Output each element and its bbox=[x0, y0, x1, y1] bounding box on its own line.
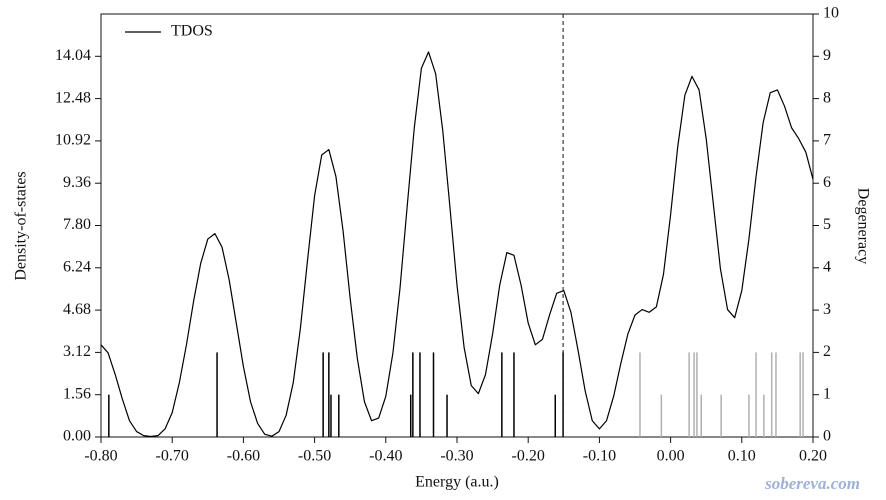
x-tick-label: 0.00 bbox=[657, 448, 685, 465]
plot-frame bbox=[100, 13, 814, 438]
tdos-curve bbox=[100, 51, 814, 438]
y-tick-label: 0.00 bbox=[63, 428, 91, 445]
x-tick-label: -0.10 bbox=[583, 448, 616, 465]
y2-tick-label: 5 bbox=[823, 216, 831, 233]
y2-tick-label: 6 bbox=[823, 174, 831, 191]
y2-tick-label: 2 bbox=[823, 343, 831, 360]
y2-tick-label: 0 bbox=[823, 428, 831, 445]
y-tick-label: 14.04 bbox=[55, 47, 91, 64]
y-tick-label: 12.48 bbox=[55, 89, 91, 106]
x-tick-label: 0.20 bbox=[799, 448, 827, 465]
y-tick-label: 3.12 bbox=[63, 343, 91, 360]
y-tick-label: 7.80 bbox=[63, 216, 91, 233]
y2-tick-label: 9 bbox=[823, 47, 831, 64]
y-tick-label: 6.24 bbox=[63, 258, 91, 275]
watermark: sobereva.com bbox=[764, 474, 860, 493]
y2-tick-label: 8 bbox=[823, 89, 831, 106]
x-tick-label: -0.30 bbox=[440, 448, 473, 465]
y-tick-label: 10.92 bbox=[55, 132, 91, 149]
x-tick-label: -0.50 bbox=[298, 448, 331, 465]
x-tick-label: 0.10 bbox=[728, 448, 756, 465]
y2-tick-label: 7 bbox=[823, 132, 831, 149]
y-tick-label: 1.56 bbox=[63, 385, 91, 402]
y-axis-label: Density-of-states bbox=[13, 171, 30, 280]
x-tick-label: -0.80 bbox=[84, 448, 117, 465]
x-axis-label: Energy (a.u.) bbox=[415, 474, 499, 491]
y2-tick-label: 10 bbox=[823, 5, 839, 22]
legend-label: TDOS bbox=[171, 23, 213, 40]
x-tick-label: -0.70 bbox=[156, 448, 189, 465]
x-tick-label: -0.60 bbox=[227, 448, 260, 465]
y2-tick-label: 3 bbox=[823, 301, 831, 318]
y-tick-label: 9.36 bbox=[63, 174, 91, 191]
y2-axis-label: Degeneracy bbox=[854, 188, 871, 264]
y-tick-label: 4.68 bbox=[63, 301, 91, 318]
y2-tick-label: 4 bbox=[823, 258, 831, 275]
x-tick-label: -0.40 bbox=[369, 448, 402, 465]
y2-tick-label: 1 bbox=[823, 385, 831, 402]
x-tick-label: -0.20 bbox=[512, 448, 545, 465]
